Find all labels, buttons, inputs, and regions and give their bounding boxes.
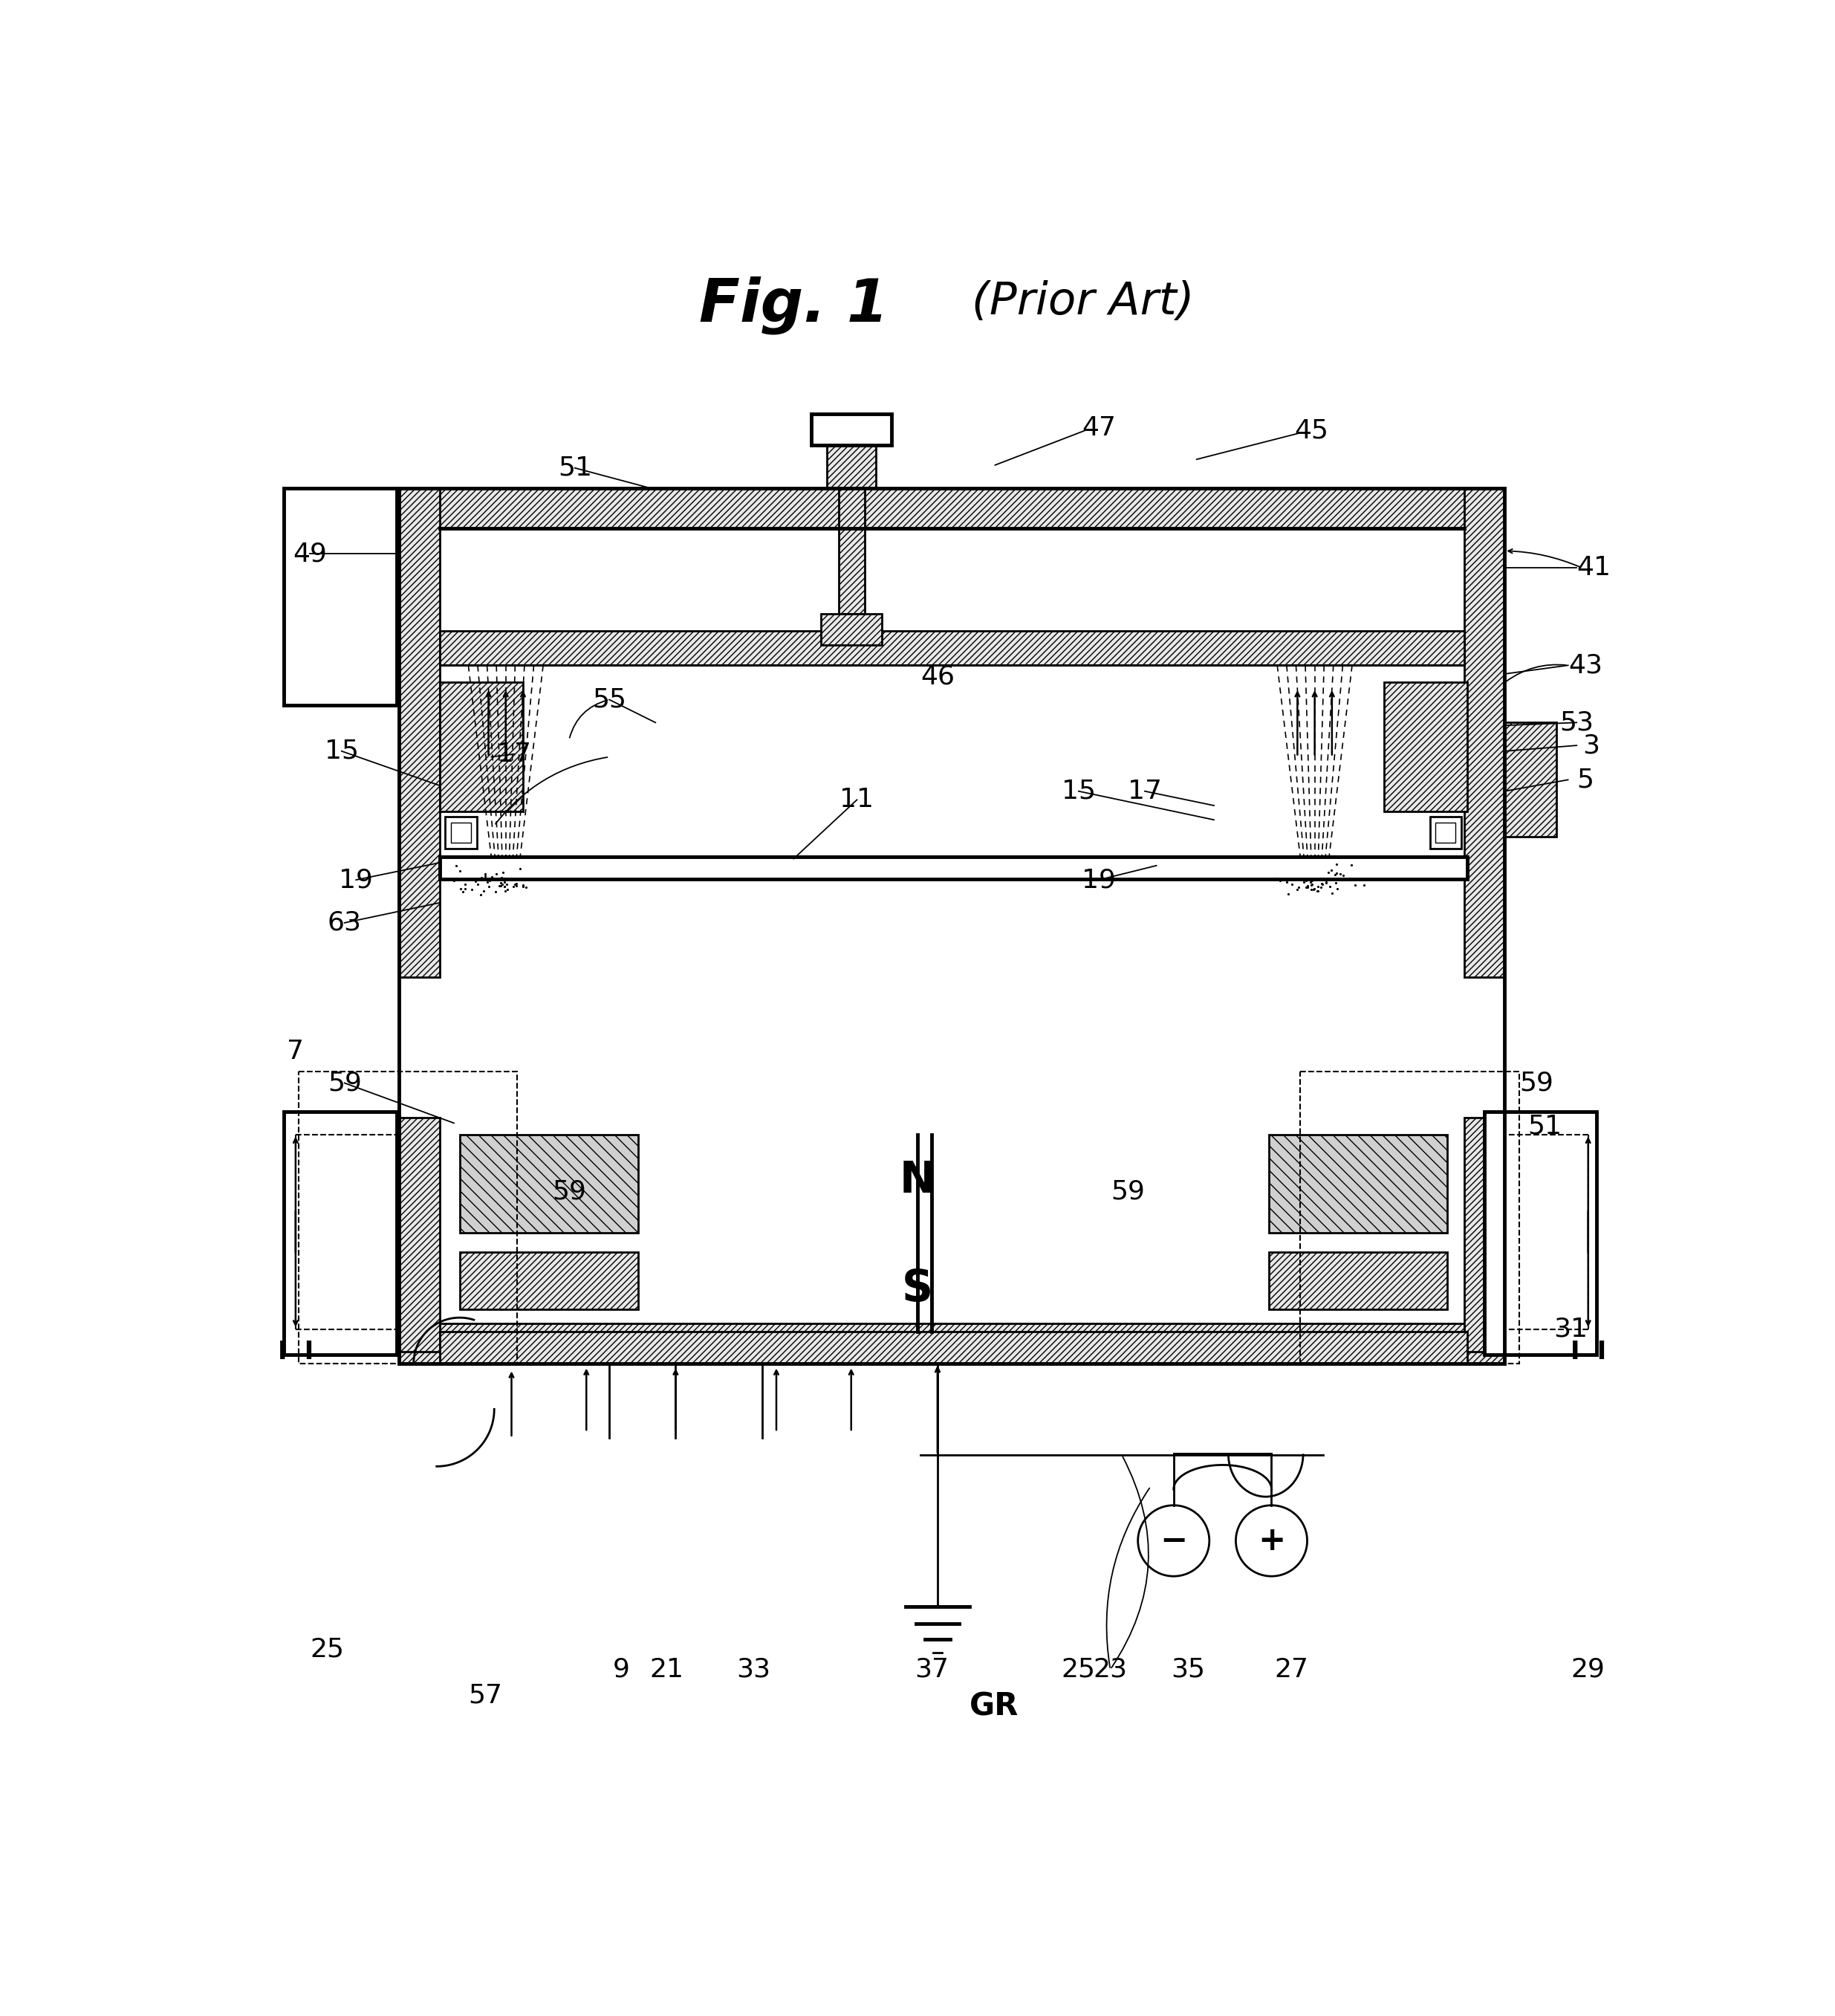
Text: 15: 15 (1061, 778, 1095, 804)
Bar (1268, 1252, 1448, 1308)
Text: (Prior Art): (Prior Art) (973, 280, 1195, 325)
Text: Fig. 1: Fig. 1 (699, 276, 888, 335)
Text: 17: 17 (497, 742, 532, 766)
Bar (1464, 488, 1505, 978)
Text: 27: 27 (1275, 1657, 1308, 1681)
Bar (1485, 1111, 1596, 1355)
Bar (440, 857, 1468, 879)
Text: 43: 43 (1569, 653, 1602, 677)
Text: 59: 59 (1519, 1070, 1554, 1095)
Text: +: + (1257, 1524, 1284, 1556)
Bar (1301, 1073, 1519, 1363)
Text: 25: 25 (1061, 1657, 1095, 1681)
Text: 17: 17 (1129, 778, 1162, 804)
Text: 25: 25 (310, 1637, 345, 1661)
Bar (1505, 722, 1556, 837)
Bar (461, 1135, 639, 1234)
Text: 35: 35 (1171, 1657, 1206, 1681)
Text: 11: 11 (840, 786, 873, 812)
Bar (811, 413, 892, 446)
Bar (440, 683, 523, 810)
Text: 5: 5 (1576, 768, 1595, 792)
Text: 31: 31 (1554, 1316, 1587, 1343)
Bar (284, 1111, 396, 1355)
Text: 57: 57 (468, 1683, 503, 1708)
Text: 15: 15 (325, 738, 358, 764)
Text: 51: 51 (1529, 1113, 1562, 1139)
Text: 53: 53 (1560, 710, 1595, 736)
Text: 19: 19 (339, 867, 373, 893)
Bar (299, 1073, 517, 1363)
Bar (400, 1117, 440, 1353)
Text: 59: 59 (327, 1070, 361, 1095)
Bar (400, 1322, 1505, 1363)
Text: 23: 23 (1094, 1657, 1127, 1681)
Text: 19: 19 (1081, 867, 1116, 893)
Bar (822, 613, 881, 645)
Bar (461, 1252, 639, 1308)
Text: 29: 29 (1571, 1657, 1606, 1681)
Text: N: N (899, 1159, 936, 1202)
Text: 63: 63 (327, 909, 361, 935)
Text: 59: 59 (552, 1179, 585, 1204)
Text: 21: 21 (650, 1657, 684, 1681)
Text: 41: 41 (1576, 556, 1611, 581)
Bar (1464, 1117, 1505, 1353)
Text: 7: 7 (286, 1038, 305, 1064)
Text: GR: GR (969, 1691, 1018, 1722)
Bar (440, 1333, 1468, 1363)
Bar (839, 488, 864, 613)
Bar (1384, 683, 1468, 810)
Text: 51: 51 (558, 456, 593, 480)
Text: 37: 37 (914, 1657, 949, 1681)
Text: 47: 47 (1081, 415, 1116, 442)
Bar (1435, 823, 1455, 843)
Bar (1429, 816, 1461, 849)
Text: 49: 49 (294, 540, 327, 566)
Bar (446, 816, 477, 849)
Text: S: S (901, 1268, 932, 1310)
Text: I  I: I I (277, 1341, 314, 1365)
Bar (400, 488, 1505, 528)
Text: 55: 55 (593, 687, 626, 712)
Bar (400, 488, 440, 978)
Text: 33: 33 (736, 1657, 771, 1681)
Text: −: − (1160, 1524, 1187, 1556)
Text: 46: 46 (921, 663, 954, 689)
Text: 9: 9 (613, 1657, 629, 1681)
Bar (284, 488, 396, 706)
Text: 3: 3 (1582, 732, 1600, 758)
Text: 45: 45 (1296, 417, 1329, 444)
Bar (451, 823, 472, 843)
Bar (828, 446, 875, 488)
Text: 59: 59 (1110, 1179, 1145, 1204)
Text: I  I: I I (1571, 1341, 1606, 1365)
Bar (400, 488, 1505, 1363)
Bar (1268, 1135, 1448, 1234)
Bar (440, 631, 1464, 665)
